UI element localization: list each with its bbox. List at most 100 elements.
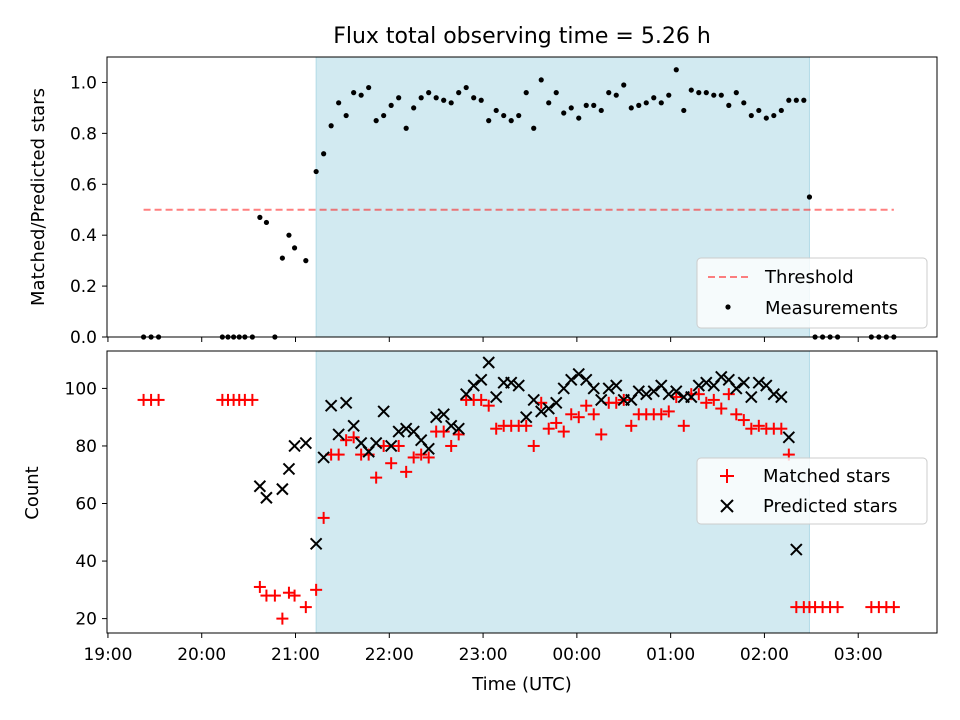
predicted-point [299,436,313,450]
bottom-panel: 20 40 60 80 100 19:00 20:00 21:00 22:00 23:00 00:… [22,350,938,695]
predicted-point [527,393,540,407]
predicted-point [392,425,405,438]
measurement-point [748,112,754,119]
predicted-point [685,390,698,404]
measurement-point [531,125,537,131]
y-tick-label: 60 [75,495,97,515]
bottom-legend: Matched stars Predicted stars [696,457,928,525]
predicted-point [647,385,660,398]
bottom-y-ticks: 20 40 60 80 100 [65,379,107,630]
legend-measurements-swatch [725,304,731,310]
predicted-point [565,373,578,386]
measurement-point [763,115,769,121]
matched-point [662,405,675,418]
measurement-point [516,112,522,119]
measurement-point [328,123,334,129]
matched-point [595,428,608,441]
measurement-point [418,95,424,101]
measurement-point [726,102,732,108]
measurement-point [286,232,292,238]
measurement-point [711,92,717,98]
matched-point [490,422,503,435]
matched-point [475,393,488,406]
predicted-point [339,396,353,410]
matched-point [831,601,844,614]
predicted-point [429,410,443,424]
measurement-point [703,90,709,96]
y-tick-label: 40 [75,552,97,572]
predicted-point [520,410,533,424]
y-tick-label: 0.4 [70,226,97,246]
matched-point [445,439,458,452]
top-legend: Threshold Measurements [696,257,928,329]
measurement-point [456,90,462,96]
predicted-point [288,439,301,453]
matched-point [752,419,765,432]
x-tick-label: 03:00 [834,645,883,665]
measurement-point [576,115,582,121]
matched-point [887,601,900,614]
predicted-point [602,382,615,395]
legend-predicted-swatch [720,499,734,513]
matched-point [310,583,323,596]
matched-stars-series [137,388,900,625]
measurement-point [351,90,357,96]
measurement-point [793,97,799,103]
matched-point [370,471,383,484]
measurement-point [568,105,574,111]
top-y-ticks: 0.0 0.2 0.4 0.6 0.8 1.0 [70,73,107,348]
matched-point [437,425,450,438]
matched-point [288,589,301,602]
measurement-point [358,92,364,98]
matched-point [152,393,165,406]
predicted-point [535,405,548,418]
measurement-point [303,258,309,264]
y-tick-label: 20 [75,610,97,630]
matched-point [775,422,788,435]
predicted-point [632,385,645,398]
predicted-point [309,537,323,551]
predicted-point [332,428,345,441]
measurement-point [628,105,634,111]
matched-point [276,612,289,625]
predicted-point [437,408,450,421]
predicted-point [490,390,503,404]
predicted-point [253,480,267,493]
measurement-point [441,97,447,103]
predicted-point [610,379,623,392]
matched-point [407,451,420,464]
measurement-point [523,90,529,96]
predicted-point [467,379,480,392]
measurement-point [471,95,477,101]
predicted-point [752,376,766,389]
legend-measurements-label: Measurements [765,298,898,319]
measurement-point [591,102,597,108]
matched-point [415,448,428,461]
y-tick-label: 0.6 [70,175,97,195]
predicted-point [347,419,360,433]
measurement-point [433,95,439,101]
measurement-point [786,97,792,103]
y-tick-label: 100 [65,379,97,399]
measurement-point [643,100,649,106]
measurement-point [508,118,514,124]
predicted-point [782,431,796,444]
measurement-point [478,97,484,103]
matched-point [587,408,600,421]
measurement-point [696,90,702,96]
matched-point [246,393,259,406]
predicted-point [670,385,683,398]
measurement-point [806,194,813,200]
x-tick-label: 20:00 [177,645,226,665]
matched-point [565,408,578,421]
predicted-point [715,370,728,384]
measurement-point [463,84,469,91]
matched-point [347,431,360,444]
predicted-point [737,376,751,389]
predicted-point [377,405,390,418]
measurement-point [411,105,417,111]
measurement-point [448,100,454,106]
predicted-point [542,402,555,415]
predicted-point [399,422,413,435]
